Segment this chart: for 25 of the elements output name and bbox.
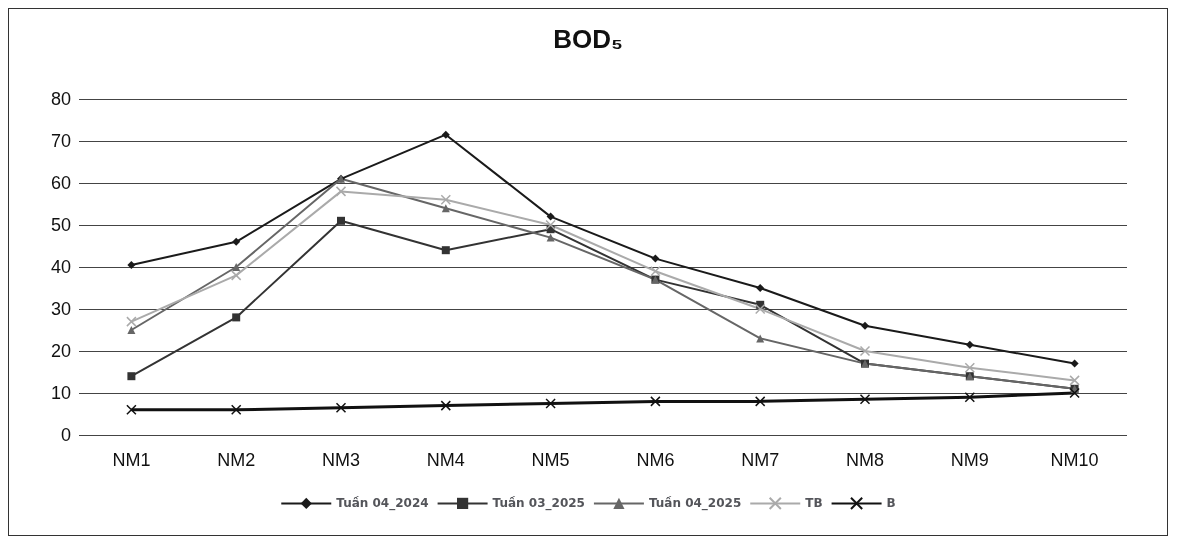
x-tick-label: NM1 (112, 450, 151, 470)
chart-title: BOD₅ (553, 24, 623, 54)
y-tick-label: 0 (60, 425, 71, 445)
legend-label: Tuần 04_2024 (336, 496, 429, 512)
y-tick-label: 20 (50, 341, 71, 361)
y-tick-label: 10 (50, 383, 71, 403)
x-tick-label: NM3 (321, 450, 361, 470)
y-tick-label: 30 (50, 299, 71, 319)
y-tick-label: 70 (50, 131, 71, 151)
y-tick-label: 80 (50, 89, 71, 109)
y-tick-label: 60 (50, 173, 71, 193)
x-tick-label: NM8 (845, 450, 885, 470)
x-tick-label: NM4 (426, 450, 465, 470)
x-tick-label: NM9 (950, 450, 989, 470)
legend-label: TB (805, 496, 823, 511)
x-tick-label: NM10 (1050, 450, 1099, 470)
x-tick-label: NM7 (741, 450, 780, 470)
legend-label: Tuần 04_2025 (648, 496, 742, 512)
x-tick-label: NM2 (217, 450, 256, 470)
legend-label: Tuần 03_2025 (492, 496, 585, 512)
x-tick-label: NM6 (636, 450, 675, 470)
y-tick-label: 40 (50, 257, 71, 277)
y-tick-label: 50 (50, 215, 71, 235)
legend-label: B (886, 496, 896, 511)
x-tick-label: NM5 (531, 450, 570, 470)
